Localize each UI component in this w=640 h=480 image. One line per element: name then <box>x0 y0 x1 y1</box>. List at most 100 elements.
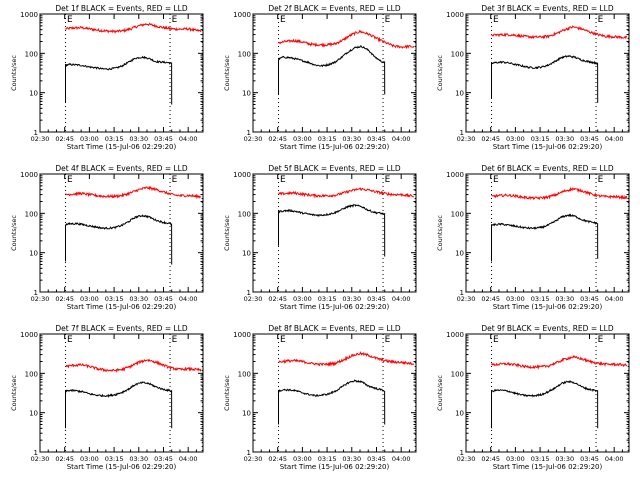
y-axis-label: Counts/sec <box>10 375 18 411</box>
y-tick-label: 10 <box>29 90 38 98</box>
event-marker-label: E <box>493 175 499 185</box>
plot-frame <box>39 13 204 133</box>
event-marker-label: E <box>67 15 73 25</box>
panel-6: Det 6f BLACK = Events, RED = LLD 1 10 100 10… <box>436 164 630 311</box>
y-axis-label: Counts/sec <box>223 375 231 411</box>
event-marker-label: E <box>280 15 286 25</box>
y-tick-label: 100 <box>238 210 251 218</box>
x-tick-label: 02:45 <box>481 135 500 143</box>
y-tick-label: 10 <box>455 90 464 98</box>
y-axis-label: Counts/sec <box>10 215 18 251</box>
y-tick-label: 1000 <box>233 11 251 19</box>
event-marker-label: E <box>598 15 604 25</box>
x-tick-label: 02:30 <box>244 135 263 143</box>
events-series-line <box>65 381 173 429</box>
lld-series-line <box>65 22 202 34</box>
x-tick-label: 03:00 <box>506 135 525 143</box>
x-axis-label: Start Time (15-Jul-06 02:29:20) <box>493 143 603 151</box>
panel-title: Det 9f BLACK = Events, RED = LLD <box>481 324 614 333</box>
event-marker-label: E <box>172 15 178 25</box>
panel-2: Det 2f BLACK = Events, RED = LLD 1 10 100 10… <box>223 4 417 151</box>
y-tick-label: 1 <box>34 449 38 457</box>
x-tick-label: 03:30 <box>129 455 148 463</box>
panel-title: Det 7f BLACK = Events, RED = LLD <box>55 324 188 333</box>
x-tick-label: 03:00 <box>506 455 525 463</box>
x-tick-label: 02:30 <box>31 455 50 463</box>
event-marker-label: E <box>385 335 391 345</box>
y-tick-label: 100 <box>451 50 464 58</box>
x-tick-label: 03:15 <box>531 295 550 303</box>
x-tick-label: 03:30 <box>555 455 574 463</box>
lld-series-line <box>278 29 415 50</box>
y-tick-label: 100 <box>238 370 251 378</box>
panel-title: Det 3f BLACK = Events, RED = LLD <box>481 4 614 13</box>
x-tick-label: 03:30 <box>342 295 361 303</box>
events-series-line <box>65 55 173 105</box>
y-tick-label: 1 <box>247 289 251 297</box>
x-tick-label: 02:45 <box>481 455 500 463</box>
x-tick-label: 04:00 <box>392 295 411 303</box>
y-axis-label: Counts/sec <box>10 55 18 91</box>
lld-series-line <box>65 358 202 374</box>
x-tick-label: 03:45 <box>580 135 599 143</box>
x-axis-label: Start Time (15-Jul-06 02:29:20) <box>280 303 390 311</box>
x-tick-label: 03:45 <box>580 295 599 303</box>
x-tick-label: 02:45 <box>268 295 287 303</box>
event-marker-label: E <box>67 175 73 185</box>
x-tick-label: 03:15 <box>531 135 550 143</box>
x-axis-label: Start Time (15-Jul-06 02:29:20) <box>493 303 603 311</box>
plot-frame <box>39 333 204 453</box>
x-axis-label: Start Time (15-Jul-06 02:29:20) <box>493 463 603 471</box>
x-axis-label: Start Time (15-Jul-06 02:29:20) <box>67 303 177 311</box>
x-tick-label: 03:15 <box>318 455 337 463</box>
x-tick-label: 03:30 <box>555 135 574 143</box>
x-tick-label: 03:30 <box>342 135 361 143</box>
x-tick-label: 03:00 <box>80 135 99 143</box>
event-marker-label: E <box>598 335 604 345</box>
panel-title: Det 1f BLACK = Events, RED = LLD <box>55 4 188 13</box>
y-tick-label: 100 <box>451 210 464 218</box>
y-tick-label: 10 <box>242 90 251 98</box>
x-tick-label: 03:00 <box>80 455 99 463</box>
x-tick-label: 04:00 <box>392 135 411 143</box>
y-tick-label: 10 <box>29 250 38 258</box>
y-tick-label: 100 <box>451 370 464 378</box>
x-tick-label: 03:15 <box>318 135 337 143</box>
x-tick-label: 03:30 <box>129 295 148 303</box>
panel-4: Det 4f BLACK = Events, RED = LLD 1 10 100 10… <box>10 164 204 311</box>
x-tick-label: 03:15 <box>105 455 124 463</box>
x-tick-label: 02:45 <box>268 135 287 143</box>
y-tick-label: 1000 <box>20 171 38 179</box>
y-tick-label: 10 <box>242 410 251 418</box>
y-axis-label: Counts/sec <box>223 215 231 251</box>
event-marker-label: E <box>493 335 499 345</box>
events-series-line <box>491 213 599 262</box>
x-tick-label: 02:45 <box>268 455 287 463</box>
y-tick-label: 10 <box>455 250 464 258</box>
events-series-line <box>491 380 599 429</box>
x-tick-label: 03:00 <box>506 295 525 303</box>
x-tick-label: 02:45 <box>55 135 74 143</box>
events-series-line <box>278 379 386 425</box>
panel-title: Det 2f BLACK = Events, RED = LLD <box>268 4 401 13</box>
x-tick-label: 03:15 <box>318 295 337 303</box>
events-series-line <box>278 204 386 257</box>
x-tick-label: 03:00 <box>293 295 312 303</box>
y-tick-label: 10 <box>242 250 251 258</box>
lld-series-line <box>491 354 628 371</box>
event-marker-label: E <box>172 335 178 345</box>
y-tick-label: 1000 <box>446 171 464 179</box>
x-tick-label: 03:45 <box>154 455 173 463</box>
x-tick-label: 04:00 <box>179 455 198 463</box>
x-tick-label: 03:15 <box>531 455 550 463</box>
x-tick-label: 03:45 <box>154 135 173 143</box>
event-marker-label: E <box>67 335 73 345</box>
x-tick-label: 02:45 <box>55 295 74 303</box>
x-tick-label: 03:00 <box>80 295 99 303</box>
x-axis-label: Start Time (15-Jul-06 02:29:20) <box>67 143 177 151</box>
x-tick-label: 04:00 <box>605 455 624 463</box>
panel-title: Det 5f BLACK = Events, RED = LLD <box>268 164 401 173</box>
plot-frame <box>252 333 417 453</box>
event-marker-label: E <box>172 175 178 185</box>
